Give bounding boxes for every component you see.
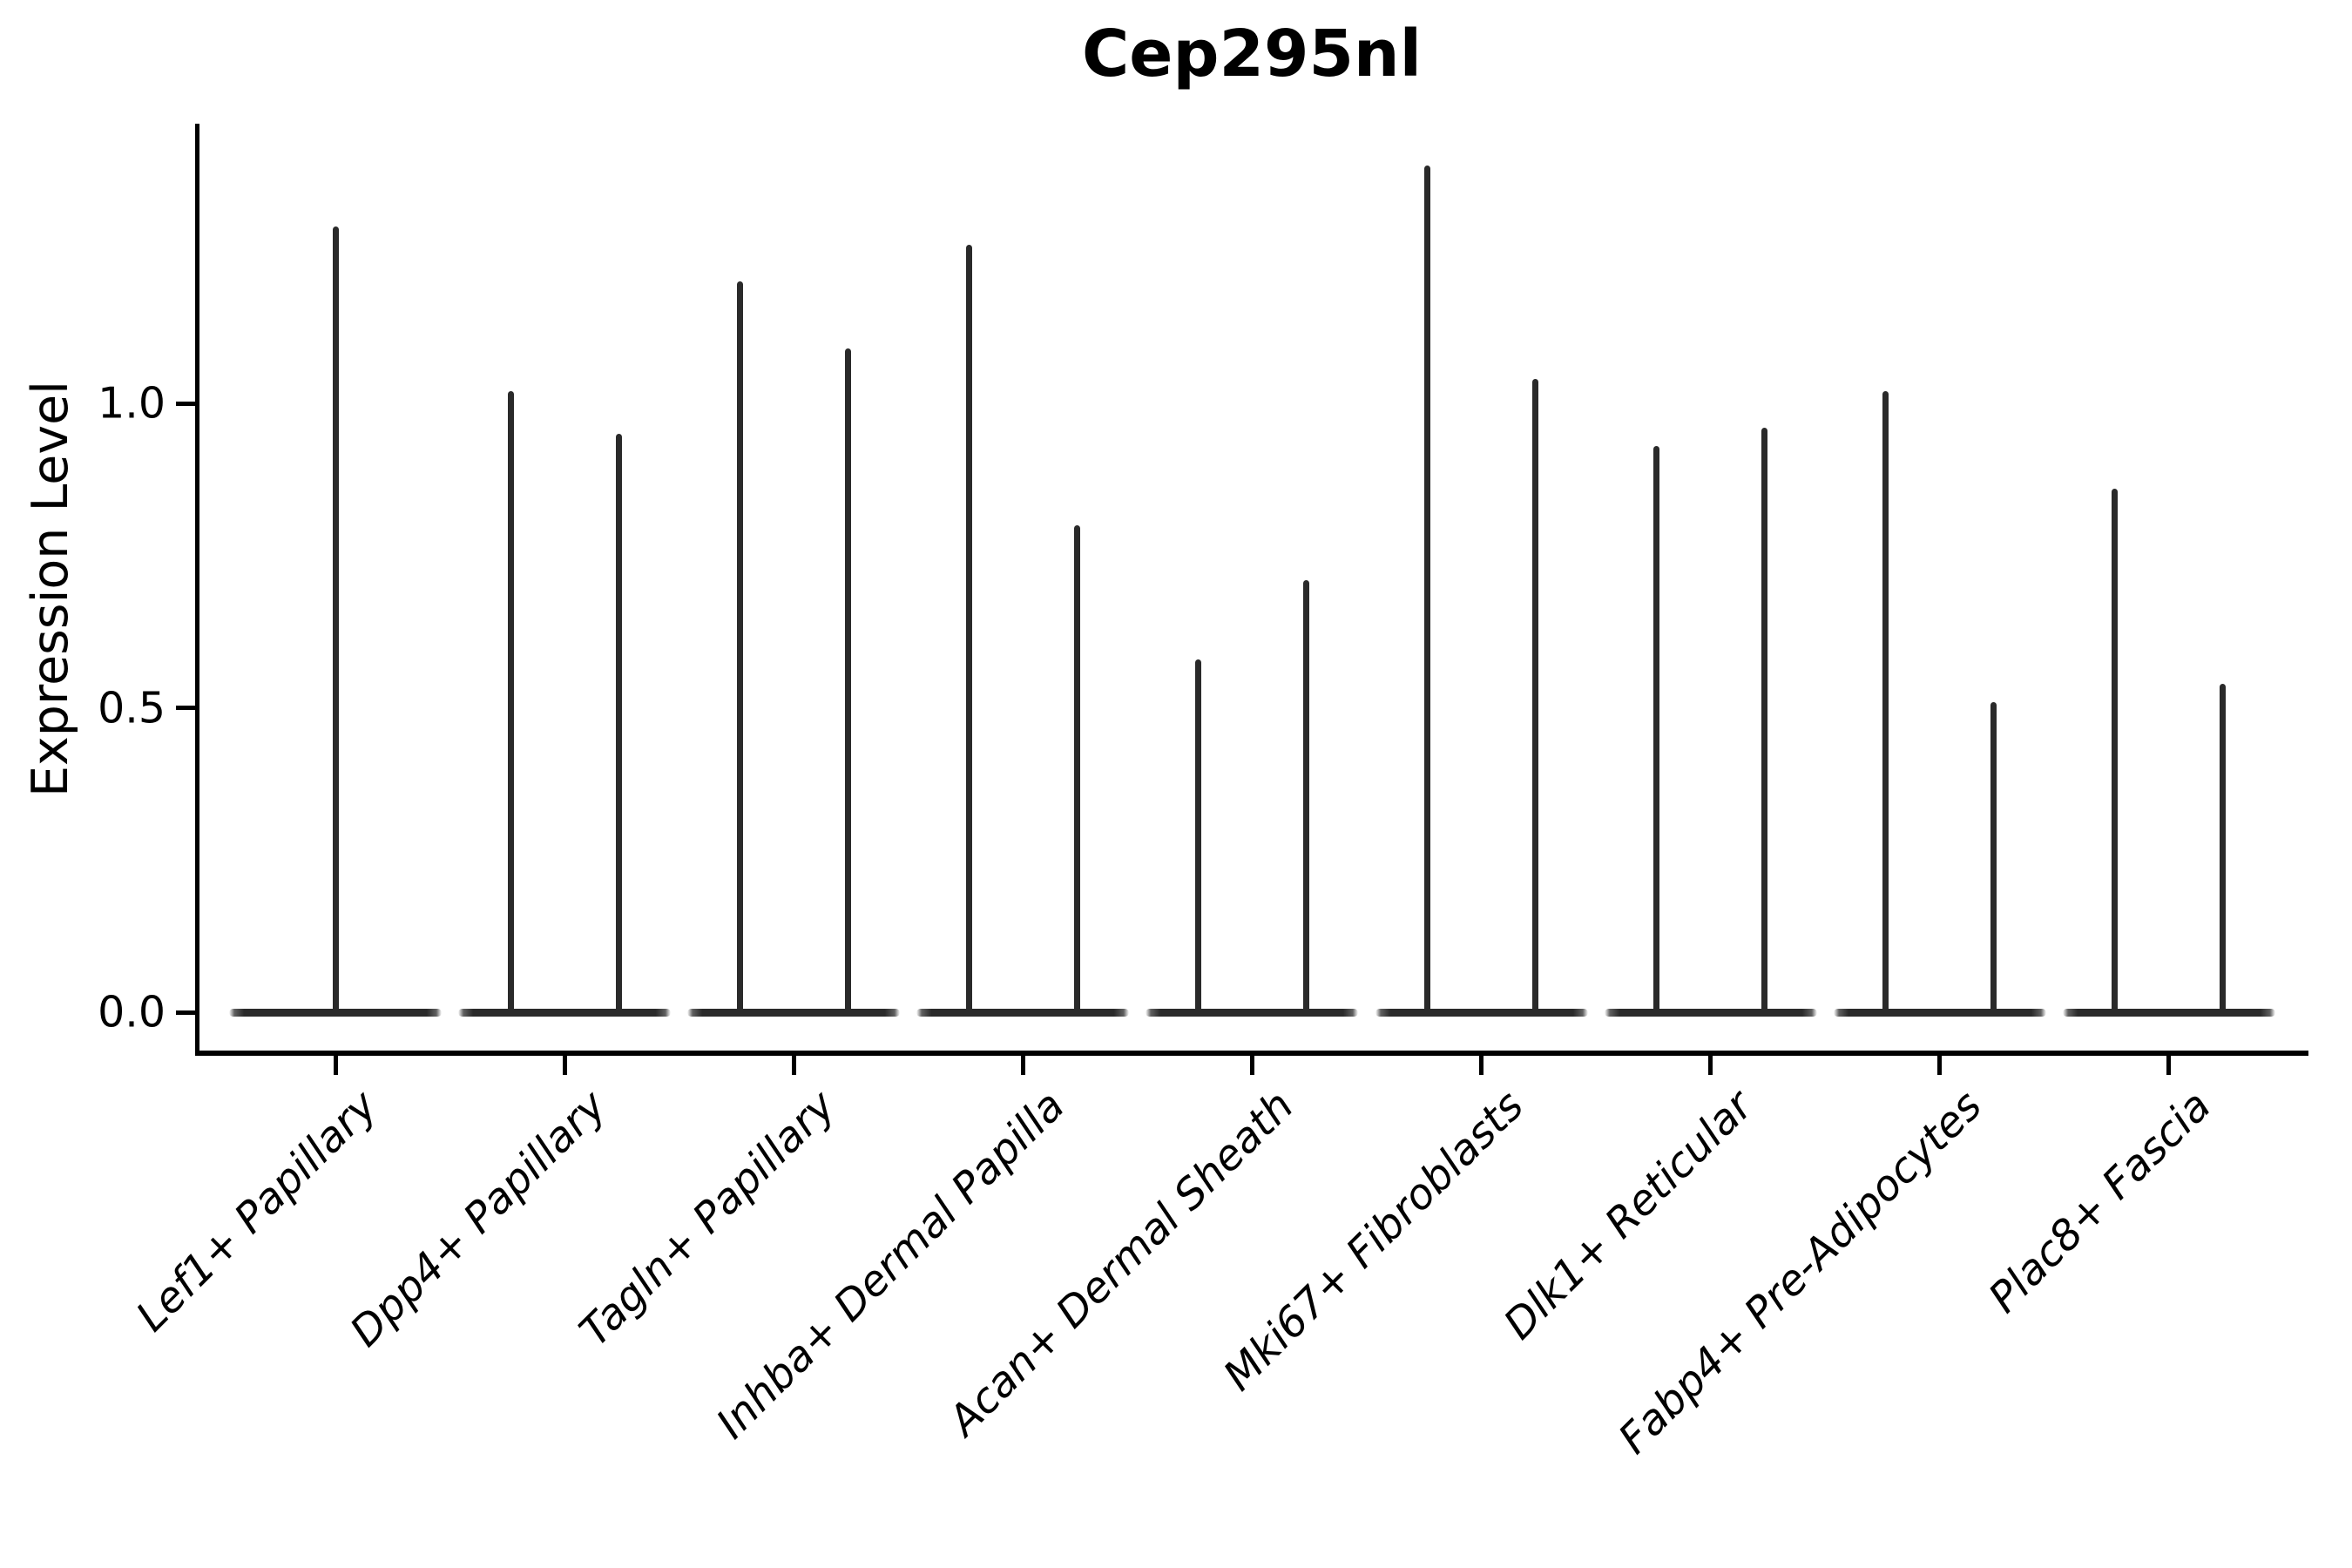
x-tick [1708,1056,1713,1075]
x-tick [791,1056,796,1075]
violin-spike [1194,659,1201,1016]
violin-baseline [458,1009,672,1017]
y-axis-spine [195,124,199,1056]
y-tick [176,1010,195,1015]
violin-spike [1653,445,1660,1016]
violin-spike [1073,524,1080,1016]
plot-title: Cep295nl [1082,17,1422,91]
violin-spike [332,226,339,1016]
violin-baseline [1833,1009,2046,1017]
violin-spike [1882,391,1889,1016]
x-tick-label: Tagln+ Papillary [570,1081,846,1356]
x-tick-label: Dlk1+ Reticular [1494,1081,1762,1349]
y-axis-label: Expression Level [22,381,79,797]
violin-spike [736,281,743,1016]
x-tick [333,1056,338,1075]
violin-baseline [687,1009,901,1017]
violin-baseline [916,1009,1130,1017]
y-tick-label: 1.0 [98,378,166,429]
violin-spike [615,433,622,1016]
x-tick [1020,1056,1025,1075]
y-tick-label: 0.0 [98,987,166,1037]
violin-baseline [1375,1009,1588,1017]
x-tick [2166,1056,2172,1075]
x-tick [562,1056,567,1075]
violin-spike [1302,579,1309,1016]
x-axis-spine [195,1051,2308,1056]
x-tick-label: Fabp4+ Pre-Adipocytes [1609,1081,1991,1463]
y-tick [176,706,195,710]
violin-spike [1424,166,1430,1016]
violin-spike [1761,427,1768,1016]
x-tick [1937,1056,1943,1075]
violin-spike [1532,379,1538,1016]
violin-spike [1990,701,1997,1016]
violin-baseline [2062,1009,2275,1017]
violin-spike [965,245,972,1016]
violin-spike [844,348,851,1016]
violin-baseline [1604,1009,1817,1017]
violin-spike [2112,488,2119,1016]
y-tick [176,401,195,406]
x-tick-label: Lef1+ Papillary [126,1081,387,1342]
violin-baseline [1146,1009,1359,1017]
violin-spike [2220,683,2227,1016]
x-tick-label: Plac8+ Fascia [1979,1081,2220,1322]
x-tick [1479,1056,1484,1075]
violin-spike [507,391,514,1016]
y-tick-label: 0.5 [98,683,166,733]
x-tick [1249,1056,1254,1075]
